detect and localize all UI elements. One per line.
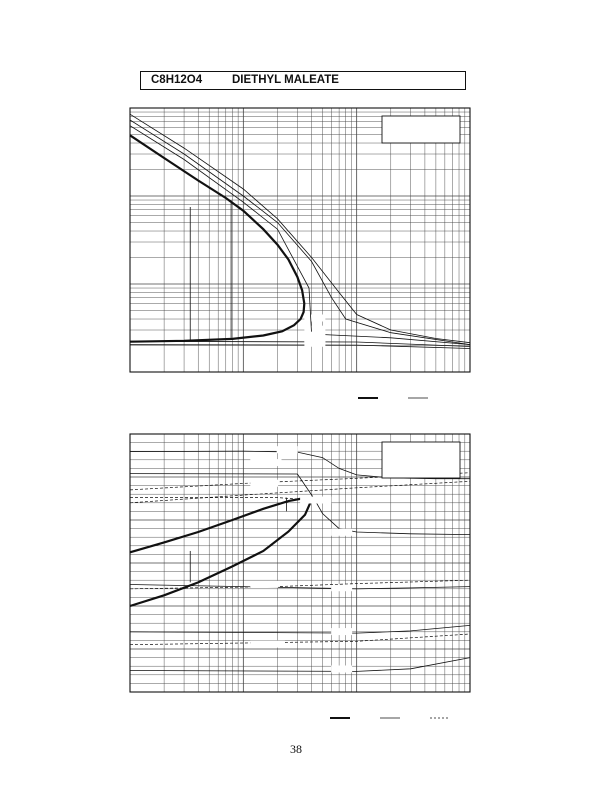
chart2-entropy-line — [129, 480, 471, 504]
chart1-line-label-bg — [304, 314, 326, 322]
chart2-line-label-bg — [250, 580, 279, 588]
chart2-line-label-bg — [331, 665, 353, 673]
chart1-line-label-bg — [304, 331, 326, 339]
chart1-temperature-line — [129, 113, 471, 344]
chart2-temperature-line — [129, 625, 471, 634]
chart2-temperature-line — [129, 473, 471, 535]
chart2-line-label-bg — [250, 459, 282, 467]
chart2-line-label-bg — [250, 640, 285, 648]
chart1-line-label-bg — [304, 336, 326, 344]
page-number: 38 — [290, 742, 302, 756]
chart2-entropy-line — [130, 497, 303, 500]
chart1-line-label-bg — [304, 325, 326, 333]
chart2-entropy-line — [129, 579, 471, 590]
chart1-temperature-line — [129, 344, 471, 349]
chart2-line-label-bg — [331, 528, 353, 536]
chart2-line-label-bg — [276, 446, 298, 454]
chart1-line-label-bg — [304, 339, 326, 347]
chart1-conversion-box — [381, 115, 461, 144]
compound-title-box: C8H12O4 DIETHYL MALEATE — [140, 71, 466, 90]
chart2-plot-frame — [129, 433, 471, 693]
chart1-plot-frame — [129, 107, 471, 373]
chart2-entropy-line — [129, 633, 471, 646]
chart2-temperature-line — [129, 657, 471, 672]
compound-name: DIETHYL MALEATE — [232, 74, 339, 86]
chart2-entropy-line — [129, 472, 471, 491]
chart1-temperature-line — [129, 340, 471, 347]
chart1-temperature-line — [129, 125, 471, 345]
chart1-two-phase-curve — [129, 134, 306, 343]
chart2-line-label-bg — [331, 628, 353, 636]
chart2-line-label-bg — [250, 479, 279, 487]
chart2-two-phase-curve — [129, 497, 312, 608]
chart2-line-label-bg — [331, 584, 353, 592]
compound-formula: C8H12O4 — [151, 74, 203, 86]
chart2-conversion-box — [381, 441, 461, 479]
chart2-line-label-bg — [300, 496, 332, 504]
chart1-temperature-line — [129, 119, 471, 345]
chart2-temperature-line — [129, 584, 471, 590]
